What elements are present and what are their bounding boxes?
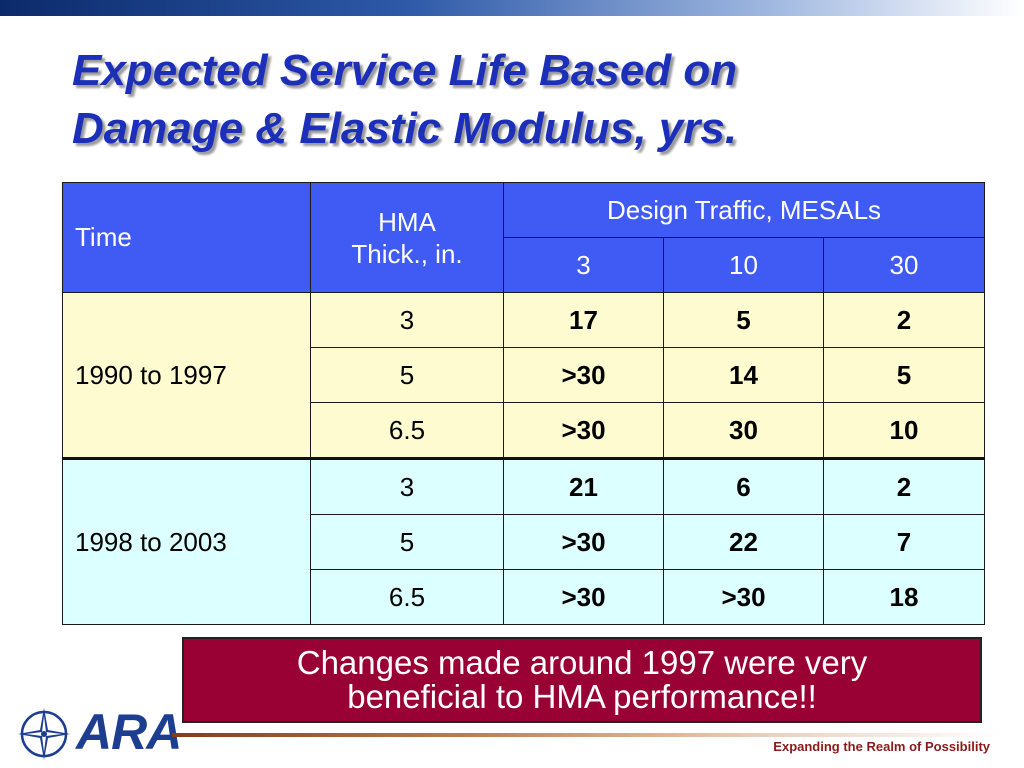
value-cell: 7	[822, 514, 986, 570]
period-label: 1998 to 2003	[62, 457, 311, 625]
header-row-1: Time HMA Thick., in. Design Traffic, MES…	[62, 182, 986, 293]
value-cell: 30	[663, 402, 824, 459]
value-cell: >30	[503, 402, 664, 459]
footer-divider	[172, 733, 1002, 737]
header-traffic-30: 30	[822, 237, 986, 293]
value-cell: >30	[503, 514, 664, 570]
value-cell: 6	[663, 457, 824, 515]
header-hma-thickness: HMA Thick., in.	[310, 182, 504, 293]
slide-title: Expected Service Life Based on Damage & …	[72, 42, 972, 158]
value-cell: >30	[503, 347, 664, 403]
value-cell: 18	[822, 569, 986, 625]
value-cell: 10	[822, 402, 986, 459]
title-line-1: Expected Service Life Based on	[72, 46, 738, 95]
value-cell: >30	[663, 569, 824, 625]
table-row: 1990 to 1997 3 17 5 2	[62, 292, 986, 459]
value-cell: >30	[503, 569, 664, 625]
thickness-cell: 5	[310, 514, 504, 570]
header-row-2: 3 10 30	[63, 237, 986, 293]
value-cell: 2	[822, 292, 986, 348]
callout-line-1: Changes made around 1997 were very	[296, 644, 868, 681]
table-row: 1998 to 2003 3 21 6 2	[62, 457, 986, 625]
callout-line-2: beneficial to HMA performance!!	[347, 678, 817, 715]
thickness-cell: 5	[310, 347, 504, 403]
value-cell: 5	[822, 347, 986, 403]
service-life-table: Time HMA Thick., in. Design Traffic, MES…	[62, 182, 986, 625]
thickness-cell: 3	[310, 292, 504, 348]
value-cell: 2	[822, 457, 986, 515]
value-cell: 5	[663, 292, 824, 348]
compass-star-icon	[18, 708, 70, 760]
period-1990-1997: 1990 to 1997 3 17 5 2 5 >30 14 5 6.5 >30…	[62, 292, 986, 459]
value-cell: 14	[663, 347, 824, 403]
conclusion-callout: Changes made around 1997 were very benef…	[182, 637, 982, 723]
header-design-traffic: Design Traffic, MESALs	[502, 182, 986, 238]
header-traffic-10: 10	[663, 237, 824, 293]
header-hma-line-1: HMA	[378, 206, 436, 237]
header-hma-line-2: Thick., in.	[351, 238, 463, 269]
company-logo-text: ARA	[76, 704, 182, 760]
header-traffic-3: 3	[503, 237, 664, 293]
table-row: 5 >30 14 5	[63, 347, 986, 403]
top-gradient-bar	[0, 0, 1024, 16]
table-row: 6.5 >30 >30 18	[63, 569, 986, 625]
period-label: 1990 to 1997	[62, 292, 311, 459]
header-time: Time	[62, 182, 311, 293]
period-1998-2003: 1998 to 2003 3 21 6 2 5 >30 22 7 6.5 >30…	[62, 457, 986, 625]
thickness-cell: 3	[310, 457, 504, 515]
value-cell: 21	[503, 457, 664, 515]
title-line-2: Damage & Elastic Modulus, yrs.	[72, 104, 738, 153]
value-cell: 22	[663, 514, 824, 570]
thickness-cell: 6.5	[310, 402, 504, 459]
company-tagline: Expanding the Realm of Possibility	[773, 739, 990, 754]
value-cell: 17	[503, 292, 664, 348]
table-row: 5 >30 22 7	[63, 514, 986, 570]
thickness-cell: 6.5	[310, 569, 504, 625]
